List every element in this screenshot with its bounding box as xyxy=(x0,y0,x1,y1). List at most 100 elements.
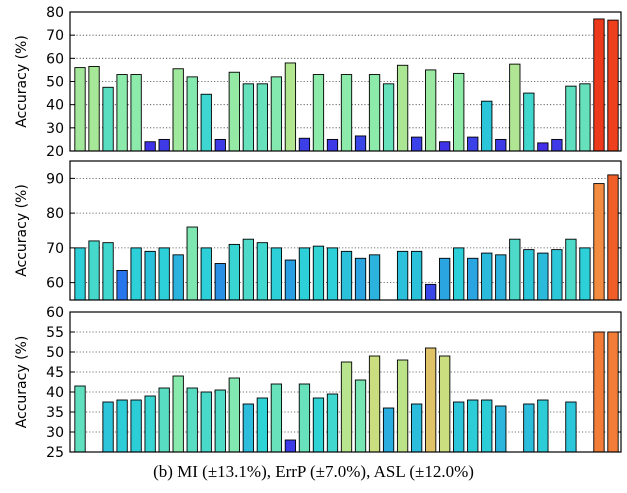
bar xyxy=(453,247,465,301)
bar xyxy=(467,399,479,453)
y-tick-label: 70 xyxy=(46,241,64,257)
bar xyxy=(453,72,465,152)
bar xyxy=(298,383,311,453)
bar xyxy=(158,387,170,453)
bar xyxy=(186,76,198,152)
figure-caption: (b) MI (±13.1%), ErrP (±7.0%), ASL (±12.… xyxy=(153,462,474,481)
bar xyxy=(607,331,619,453)
bar xyxy=(74,385,86,453)
bar xyxy=(565,238,577,301)
bar xyxy=(144,395,156,453)
bar xyxy=(495,254,507,301)
bar xyxy=(116,399,128,453)
y-tick-label: 40 xyxy=(46,385,64,401)
bar xyxy=(270,383,283,453)
bar xyxy=(284,439,297,453)
y-tick-label: 25 xyxy=(46,445,64,460)
bar xyxy=(368,254,381,301)
bar xyxy=(130,247,142,301)
bar xyxy=(537,252,549,301)
y-tick-label: 60 xyxy=(46,305,64,321)
bar xyxy=(144,141,156,152)
bar xyxy=(116,74,128,152)
bar xyxy=(425,347,437,453)
bar xyxy=(200,247,212,301)
bar xyxy=(439,355,451,453)
bar xyxy=(340,361,353,453)
bar xyxy=(158,247,170,301)
bar xyxy=(186,387,198,453)
bar xyxy=(593,331,605,453)
y-tick-label: 35 xyxy=(46,405,64,421)
bar xyxy=(593,18,605,152)
y-axis-label: Accuracy (%) xyxy=(14,336,30,429)
bar xyxy=(102,86,114,152)
bar xyxy=(354,379,367,453)
bar xyxy=(214,263,226,301)
y-tick-label: 50 xyxy=(46,75,64,91)
bar xyxy=(354,135,367,152)
bar xyxy=(242,83,254,152)
y-axis-label: Accuracy (%) xyxy=(14,35,30,128)
bar xyxy=(382,407,395,453)
panel-3: 25 30 35 40 45 50 55 60 Accuracy (%) xyxy=(14,305,622,460)
bar xyxy=(607,19,619,152)
bar xyxy=(312,245,325,301)
bar xyxy=(382,83,395,152)
bar xyxy=(537,142,549,152)
bar xyxy=(495,405,507,453)
y-tick-label: 45 xyxy=(46,365,64,381)
bar xyxy=(242,238,254,301)
bar xyxy=(523,92,535,152)
bar xyxy=(214,138,226,152)
bar xyxy=(74,247,86,301)
bar xyxy=(607,174,619,301)
y-tick-label: 60 xyxy=(46,276,64,292)
y-tick-label: 80 xyxy=(46,5,64,21)
plot-frame xyxy=(69,311,622,453)
bar xyxy=(481,252,493,301)
bar xyxy=(200,391,212,453)
bar xyxy=(298,137,311,152)
panel-2: 60 70 80 90 Accuracy (%) xyxy=(14,160,622,301)
y-tick-label: 50 xyxy=(46,345,64,361)
bar xyxy=(88,65,100,152)
bar xyxy=(74,67,86,152)
bar xyxy=(579,247,591,301)
y-tick-label: 60 xyxy=(46,51,64,67)
bar xyxy=(481,100,493,152)
bar xyxy=(340,250,353,301)
y-tick-label: 80 xyxy=(46,206,64,222)
bar xyxy=(439,257,451,301)
bar xyxy=(284,259,297,301)
bar xyxy=(256,83,268,152)
bar xyxy=(214,389,226,453)
bar xyxy=(102,242,114,301)
bar xyxy=(410,250,423,301)
y-tick-label: 30 xyxy=(46,425,64,441)
bar xyxy=(270,247,283,301)
bar xyxy=(130,399,142,453)
bar xyxy=(368,355,381,453)
bar xyxy=(481,399,493,453)
y-tick-label: 90 xyxy=(46,171,64,187)
bar xyxy=(523,403,535,453)
bar xyxy=(523,249,535,301)
bar xyxy=(354,257,367,301)
bar xyxy=(130,74,142,152)
bar xyxy=(200,93,212,152)
y-tick-label: 70 xyxy=(46,28,64,44)
bar xyxy=(340,74,353,152)
bar xyxy=(256,397,268,453)
bar xyxy=(270,76,283,152)
bar xyxy=(186,226,198,301)
bar xyxy=(326,393,339,453)
bar xyxy=(116,270,128,301)
bar xyxy=(172,254,184,301)
y-tick-label: 40 xyxy=(46,98,64,114)
y-axis-label: Accuracy (%) xyxy=(14,184,30,277)
bar xyxy=(256,242,268,301)
bar xyxy=(551,138,563,152)
y-tick-label: 20 xyxy=(46,144,64,160)
bar xyxy=(144,250,156,301)
